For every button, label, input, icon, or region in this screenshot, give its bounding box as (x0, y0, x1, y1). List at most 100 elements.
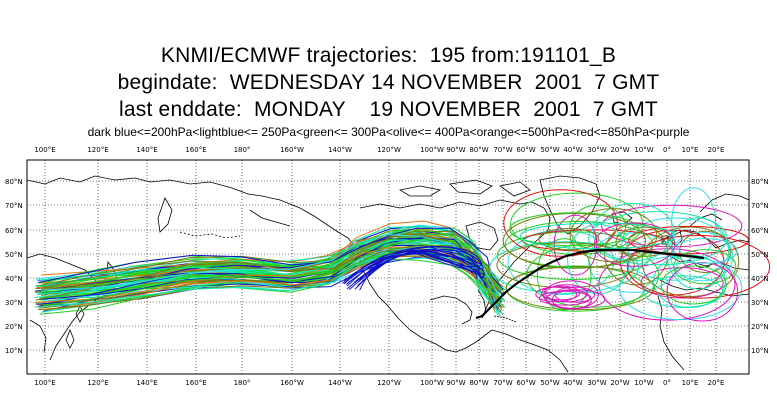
trajectory-line (39, 258, 505, 315)
lon-label-top: 160°W (280, 146, 304, 154)
trajectory-loop (588, 232, 678, 293)
trajectory-loop (626, 234, 771, 299)
lat-label-left: 20°N (5, 323, 23, 331)
trajectory-loop (673, 249, 737, 285)
lon-label-top: 30°W (587, 146, 606, 154)
lon-label-top: 80°W (469, 146, 488, 154)
lon-label-bottom: 100°W (420, 379, 444, 387)
lat-label-left: 30°N (5, 299, 23, 307)
trajectory-line (38, 227, 504, 290)
lon-label-top: 50°W (540, 146, 559, 154)
trajectory-loop (538, 228, 600, 251)
trajectory-line (346, 249, 478, 287)
lon-labels-bottom: 100°E 120°E 140°E 160°E 180° 160°W 140°W 120°W 1… (34, 379, 724, 387)
lon-label-top: 140°W (328, 146, 352, 154)
lon-label-top: 90°W (446, 146, 465, 154)
trajectory-loop (660, 265, 727, 305)
lat-label-right: 10°N (751, 347, 769, 355)
trajectory-line (346, 252, 485, 285)
trajectory-loop (666, 262, 739, 322)
lon-label-top: 120°E (87, 146, 108, 154)
lon-labels-top: 100°E 120°E 140°E 160°E 180° 160°W 140°W 120°W 1… (34, 146, 724, 154)
lat-label-left: 80°N (5, 178, 23, 186)
trajectory-loop (641, 226, 740, 297)
trajectory-loop (505, 266, 655, 311)
lon-label-top: 120°W (377, 146, 401, 154)
lon-label-bottom: 20°W (610, 379, 629, 387)
lon-label-top: 180° (234, 146, 251, 154)
title-line-2: begindate: WEDNESDAY 14 NOVEMBER 2001 7 … (117, 71, 660, 94)
lon-label-bottom: 120°W (377, 379, 401, 387)
trajectory-loop (502, 213, 646, 269)
lon-label-top: 20°W (610, 146, 629, 154)
lat-label-right: 20°N (751, 323, 769, 331)
lat-label-left: 60°N (5, 227, 23, 235)
trajectory-loop (543, 280, 599, 310)
lon-label-bottom: 80°W (469, 379, 488, 387)
lon-label-bottom: 100°E (34, 379, 55, 387)
trajectory-line (40, 252, 504, 316)
lon-label-bottom: 10°E (682, 379, 699, 387)
lon-label-top: 160°E (185, 146, 206, 154)
trajectory-loop (535, 286, 578, 303)
lon-label-top: 100°W (420, 146, 444, 154)
trajectory-line (344, 249, 481, 281)
lon-label-top: 70°W (493, 146, 512, 154)
lat-label-right: 40°N (751, 275, 769, 283)
trajectory-line (355, 248, 483, 283)
lon-label-bottom: 40°W (563, 379, 582, 387)
title-line-3: last enddate: MONDAY 19 NOVEMBER 2001 7 … (119, 98, 658, 121)
lon-label-top: 140°E (136, 146, 157, 154)
lat-label-right: 80°N (751, 178, 769, 186)
lon-label-bottom: 160°W (280, 379, 304, 387)
lat-label-left: 40°N (5, 275, 23, 283)
trajectory-loop (569, 208, 658, 263)
lon-label-top: 100°E (34, 146, 55, 154)
lat-labels-left: 80°N 70°N 60°N 50°N 40°N 30°N 20°N 10°N (5, 178, 23, 355)
trajectory-loop (536, 238, 592, 311)
lon-label-top: 40°W (563, 146, 582, 154)
lon-label-bottom: 70°W (493, 379, 512, 387)
trajectories (34, 187, 771, 322)
lat-label-right: 50°N (751, 251, 769, 259)
lon-label-bottom: 120°E (87, 379, 108, 387)
lon-label-bottom: 60°W (516, 379, 535, 387)
lon-label-bottom: 20°E (708, 379, 725, 387)
trajectory-loop (588, 211, 728, 266)
trajectory-line (353, 251, 481, 283)
lon-label-top: 0° (663, 146, 671, 154)
lat-label-right: 70°N (751, 202, 769, 210)
trajectory-loop (679, 230, 732, 273)
lat-label-right: 60°N (751, 227, 769, 235)
lon-label-top: 10°W (634, 146, 653, 154)
lat-labels-right: 80°N 70°N 60°N 50°N 40°N 30°N 20°N 10°N (751, 178, 769, 355)
lon-label-bottom: 30°W (587, 379, 606, 387)
trajectory-loop (643, 275, 724, 308)
lat-label-left: 50°N (5, 251, 23, 259)
lon-label-top: 60°W (516, 146, 535, 154)
trajectory-line (354, 253, 486, 290)
trajectory-line (344, 253, 484, 284)
lon-label-bottom: 160°E (185, 379, 206, 387)
lon-label-bottom: 50°W (540, 379, 559, 387)
trajectory-line (41, 234, 503, 308)
trajectory-line (43, 239, 506, 302)
lat-label-left: 10°N (5, 347, 23, 355)
title-line-1: KNMI/ECMWF trajectories: 195 from:191101… (160, 44, 617, 67)
main-trajectory (475, 248, 705, 320)
pressure-legend: dark blue<=200hPa<lightblue<= 250Pa<gree… (87, 125, 690, 139)
trajectory-line (35, 245, 497, 301)
lon-label-bottom: 140°E (136, 379, 157, 387)
trajectory-loop (671, 238, 738, 264)
lon-label-bottom: 180° (234, 379, 251, 387)
lon-label-bottom: 140°W (328, 379, 352, 387)
trajectory-loop (519, 222, 676, 250)
trajectory-loop (538, 290, 591, 306)
lon-label-top: 10°E (682, 146, 699, 154)
trajectory-loop (628, 225, 749, 255)
lat-label-left: 70°N (5, 202, 23, 210)
lon-label-bottom: 0° (663, 379, 671, 387)
lon-label-top: 20°E (708, 146, 725, 154)
trajectory-loop (489, 241, 640, 294)
